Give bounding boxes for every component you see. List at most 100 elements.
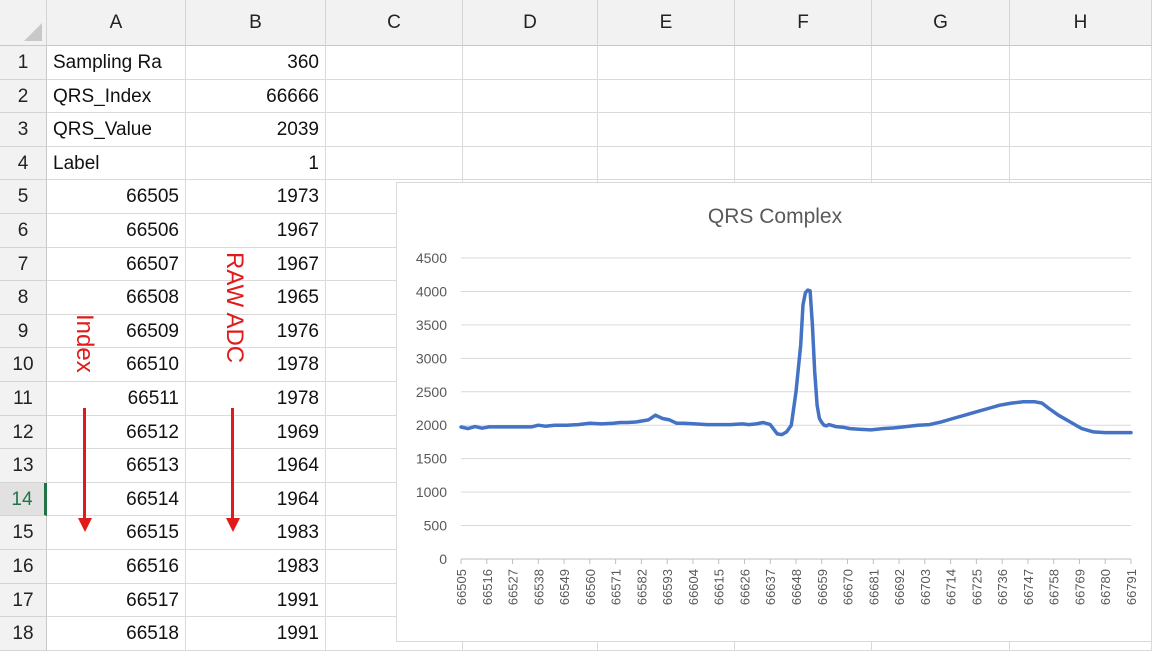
cell-f3[interactable] [735, 113, 872, 147]
cell-b2[interactable]: 66666 [186, 79, 326, 114]
cell-h4[interactable] [1010, 146, 1152, 181]
row-header-4[interactable]: 4 [0, 146, 47, 181]
x-tick-label: 66549 [557, 569, 572, 605]
cell-g2[interactable] [872, 79, 1010, 114]
cell-d3[interactable] [463, 113, 598, 147]
cell-a6[interactable]: 66506 [47, 214, 186, 248]
cell-b8[interactable]: 1965 [186, 281, 326, 315]
x-tick-label: 66648 [789, 569, 804, 605]
column-header-g[interactable]: G [872, 0, 1010, 46]
cell-c1[interactable] [326, 46, 463, 80]
cell-h1[interactable] [1010, 46, 1152, 80]
cell-g1[interactable] [872, 46, 1010, 80]
row-header-9[interactable]: 9 [0, 314, 47, 349]
cell-a14[interactable]: 66514 [47, 482, 186, 517]
cell-b7[interactable]: 1967 [186, 247, 326, 282]
cell-f1[interactable] [735, 46, 872, 80]
cell-d4[interactable] [463, 146, 598, 181]
column-header-f[interactable]: F [735, 0, 872, 46]
cell-a10[interactable]: 66510 [47, 348, 186, 382]
column-header-b[interactable]: B [186, 0, 326, 46]
cell-b15[interactable]: 1983 [186, 516, 326, 550]
cell-c4[interactable] [326, 146, 463, 181]
cell-b5[interactable]: 1973 [186, 180, 326, 214]
row-header-16[interactable]: 16 [0, 550, 47, 584]
cell-b6[interactable]: 1967 [186, 214, 326, 248]
cell-a13[interactable]: 66513 [47, 449, 186, 483]
cell-a16[interactable]: 66516 [47, 550, 186, 584]
y-tick-label: 4000 [416, 283, 447, 299]
cell-a2[interactable]: QRS_Index [47, 79, 186, 114]
column-header-h[interactable]: H [1010, 0, 1152, 46]
x-tick-label: 66747 [1021, 569, 1036, 605]
cell-a3[interactable]: QRS_Value [47, 113, 186, 147]
column-header-d[interactable]: D [463, 0, 598, 46]
x-tick-label: 66516 [480, 569, 495, 605]
column-header-a[interactable]: A [47, 0, 186, 46]
select-all-corner[interactable] [0, 0, 47, 46]
x-axis-ticks: 66505 66516 66527 66538 66549 66560 66571 66582… [454, 559, 1139, 605]
index-annotation-label: Index [71, 314, 98, 373]
cell-c3[interactable] [326, 113, 463, 147]
cell-e2[interactable] [598, 79, 735, 114]
y-tick-label: 2000 [416, 417, 447, 433]
row-header-1[interactable]: 1 [0, 46, 47, 80]
chart-svg: QRS Complex 0 500 1000 1500 2000 2500 3000 3500… [416, 205, 1139, 605]
column-header-c[interactable]: C [326, 0, 463, 46]
cell-a9[interactable]: 66509 [47, 314, 186, 349]
cell-b3[interactable]: 2039 [186, 113, 326, 147]
cell-h2[interactable] [1010, 79, 1152, 114]
cell-a5[interactable]: 66505 [47, 180, 186, 214]
cell-a15[interactable]: 66515 [47, 516, 186, 550]
row-header-12[interactable]: 12 [0, 415, 47, 450]
cell-d2[interactable] [463, 79, 598, 114]
cell-e4[interactable] [598, 146, 735, 181]
column-header-e[interactable]: E [598, 0, 735, 46]
cell-d1[interactable] [463, 46, 598, 80]
cell-h3[interactable] [1010, 113, 1152, 147]
cell-f2[interactable] [735, 79, 872, 114]
cell-a4[interactable]: Label [47, 146, 186, 181]
row-header-2[interactable]: 2 [0, 79, 47, 114]
row-header-14[interactable]: 14 [0, 482, 47, 517]
row-header-11[interactable]: 11 [0, 382, 47, 416]
cell-c2[interactable] [326, 79, 463, 114]
row-header-6[interactable]: 6 [0, 214, 47, 248]
cell-a11[interactable]: 66511 [47, 382, 186, 416]
cell-e1[interactable] [598, 46, 735, 80]
cell-a17[interactable]: 66517 [47, 583, 186, 618]
row-header-18[interactable]: 18 [0, 617, 47, 651]
cell-b11[interactable]: 1978 [186, 382, 326, 416]
cell-b17[interactable]: 1991 [186, 583, 326, 618]
row-header-8[interactable]: 8 [0, 281, 47, 315]
row-header-10[interactable]: 10 [0, 348, 47, 382]
cell-g4[interactable] [872, 146, 1010, 181]
cell-b12[interactable]: 1969 [186, 415, 326, 450]
index-arrow-line [83, 408, 86, 518]
row-header-3[interactable]: 3 [0, 113, 47, 147]
cell-a1[interactable]: Sampling Ra [47, 46, 186, 80]
cell-a8[interactable]: 66508 [47, 281, 186, 315]
cell-a7[interactable]: 66507 [47, 247, 186, 282]
qrs-chart[interactable]: QRS Complex 0 500 1000 1500 2000 2500 3000 3500… [396, 182, 1152, 642]
row-header-7[interactable]: 7 [0, 247, 47, 282]
cell-a12[interactable]: 66512 [47, 415, 186, 450]
cell-b10[interactable]: 1978 [186, 348, 326, 382]
cell-e3[interactable] [598, 113, 735, 147]
cell-b4[interactable]: 1 [186, 146, 326, 181]
x-tick-label: 66505 [454, 569, 469, 605]
row-header-13[interactable]: 13 [0, 449, 47, 483]
cell-b9[interactable]: 1976 [186, 314, 326, 349]
row-header-15[interactable]: 15 [0, 516, 47, 550]
cell-b16[interactable]: 1983 [186, 550, 326, 584]
index-arrow-down-icon [78, 518, 92, 532]
cell-b1[interactable]: 360 [186, 46, 326, 80]
cell-f4[interactable] [735, 146, 872, 181]
cell-b14[interactable]: 1964 [186, 482, 326, 517]
cell-b13[interactable]: 1964 [186, 449, 326, 483]
cell-g3[interactable] [872, 113, 1010, 147]
cell-b18[interactable]: 1991 [186, 617, 326, 651]
cell-a18[interactable]: 66518 [47, 617, 186, 651]
row-header-17[interactable]: 17 [0, 583, 47, 618]
row-header-5[interactable]: 5 [0, 180, 47, 214]
